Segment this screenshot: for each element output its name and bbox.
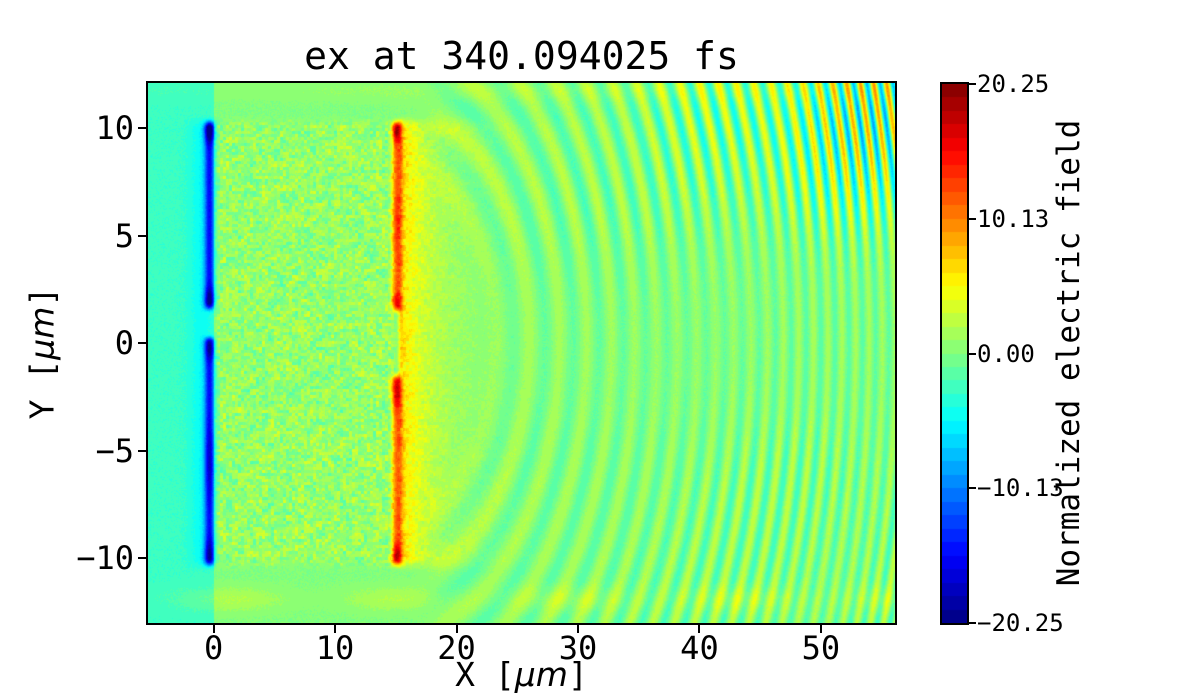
y-tick-mark <box>138 127 146 130</box>
x-tick-label: 50 <box>801 629 841 667</box>
x-tick-label: 30 <box>558 629 598 667</box>
x-tick-mark <box>455 625 458 633</box>
y-tick-label: −5 <box>95 431 134 470</box>
colorbar-tick-label: −20.25 <box>977 609 1064 637</box>
x-axis-label-suffix: ] <box>567 655 588 694</box>
y-axis-label-prefix: Y [ <box>22 359 62 420</box>
y-tick-label: 10 <box>95 109 134 148</box>
x-axis-label-unit: μm <box>514 655 568 694</box>
colorbar-tick-mark <box>969 352 976 355</box>
y-tick-mark <box>138 342 146 345</box>
colorbar-label: Normalized electric field <box>1051 119 1087 587</box>
x-axis-label-prefix: X [ <box>455 655 515 694</box>
x-tick-mark <box>819 625 822 633</box>
chart-title: ex at 340.094025 fs <box>304 34 739 78</box>
x-tick-mark <box>334 625 337 633</box>
heatmap-canvas <box>148 83 895 623</box>
y-tick-mark <box>138 449 146 452</box>
x-tick-mark <box>576 625 579 633</box>
colorbar-tick-mark <box>969 487 976 490</box>
x-tick-mark <box>698 625 701 633</box>
colorbar-tick-label: 20.25 <box>977 70 1050 98</box>
y-tick-mark <box>138 557 146 560</box>
colorbar-tick-mark <box>969 622 976 624</box>
y-tick-label: 0 <box>114 324 134 363</box>
x-tick-label: 40 <box>680 629 719 667</box>
colorbar-tick-mark <box>969 83 976 85</box>
x-tick-mark <box>212 625 215 633</box>
y-tick-label: 5 <box>114 216 134 255</box>
x-axis-label: X [μm] <box>148 657 895 693</box>
y-tick-label: −10 <box>76 539 134 578</box>
colorbar-canvas <box>942 84 967 623</box>
x-tick-label: 20 <box>437 629 476 667</box>
colorbar-tick-label: 10.13 <box>977 204 1050 233</box>
colorbar-tick-label: −10.13 <box>977 474 1064 503</box>
y-axis-label-suffix: ] <box>22 286 62 307</box>
colorbar-tick-mark <box>969 217 976 220</box>
y-tick-mark <box>138 234 146 237</box>
x-tick-label: 10 <box>315 629 355 667</box>
x-tick-label: 0 <box>203 629 224 667</box>
colorbar-tick-label: 0.00 <box>977 339 1035 368</box>
